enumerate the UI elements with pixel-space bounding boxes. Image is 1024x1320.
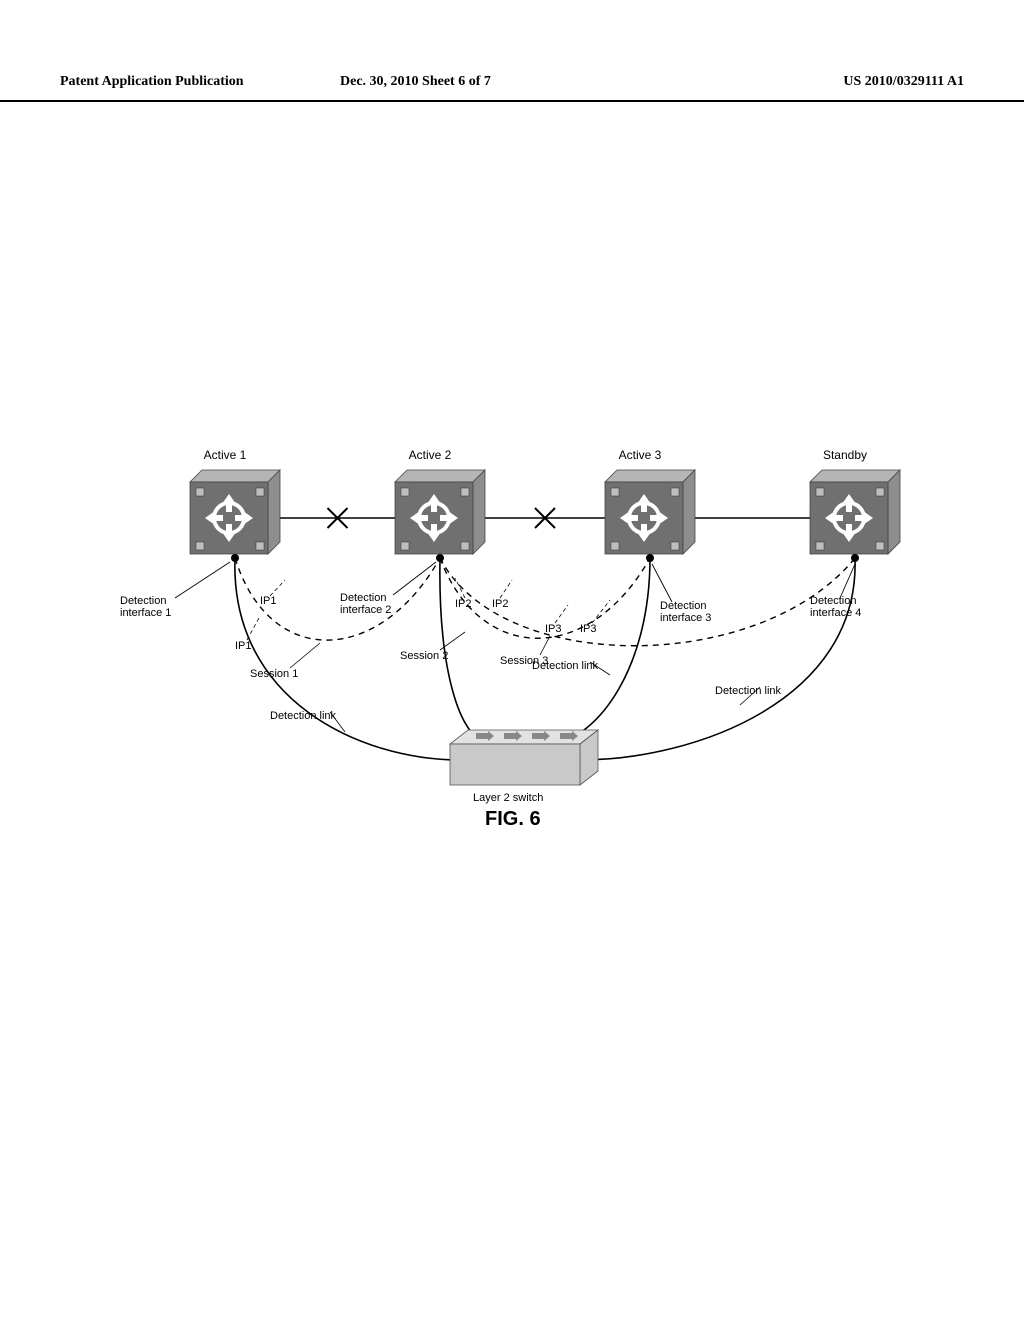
layer2-switch-label: Layer 2 switch xyxy=(473,792,543,804)
ip-label: IP3 xyxy=(545,623,562,635)
detection-link-label: Detection link xyxy=(270,710,336,722)
detection-interface-4: Detectioninterface 4 xyxy=(810,595,861,619)
session-label: Session 2 xyxy=(400,650,448,662)
detection-interface-3: Detectioninterface 3 xyxy=(660,600,711,624)
ip-label: IP1 xyxy=(235,640,252,652)
router-label-standby: Standby xyxy=(800,448,890,462)
router-label-active1: Active 1 xyxy=(180,448,270,462)
detection-interface-2: Detectioninterface 2 xyxy=(340,592,391,616)
ip-label: IP3 xyxy=(580,623,597,635)
page-header: Patent Application Publication Dec. 30, … xyxy=(0,74,1024,102)
figure-6-diagram: Active 1 Active 2 Active 3 Standby Detec… xyxy=(120,440,920,880)
router-label-active3: Active 3 xyxy=(595,448,685,462)
header-date-sheet: Dec. 30, 2010 Sheet 6 of 7 xyxy=(340,74,491,90)
ip-label: IP2 xyxy=(455,598,472,610)
session-label: Session 1 xyxy=(250,668,298,680)
figure-caption: FIG. 6 xyxy=(485,808,541,831)
ip-label: IP1 xyxy=(260,595,277,607)
ip-label: IP2 xyxy=(492,598,509,610)
router-label-active2: Active 2 xyxy=(385,448,475,462)
detection-link-label: Detection link xyxy=(532,660,598,672)
detection-link-label: Detection link xyxy=(715,685,781,697)
detection-interface-1: Detectioninterface 1 xyxy=(120,595,171,619)
header-pub-number: US 2010/0329111 A1 xyxy=(843,74,964,90)
header-publication: Patent Application Publication xyxy=(60,74,244,90)
